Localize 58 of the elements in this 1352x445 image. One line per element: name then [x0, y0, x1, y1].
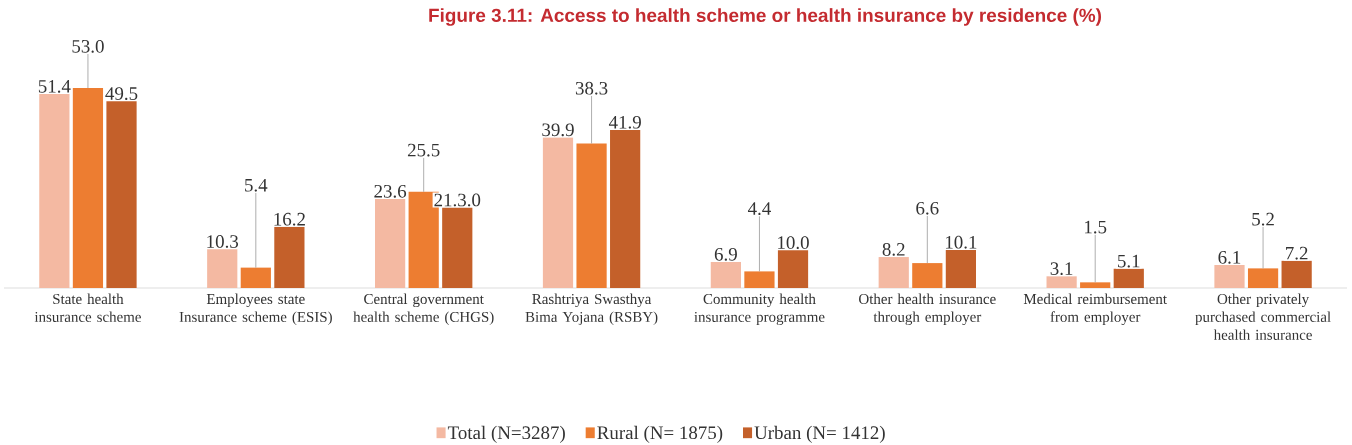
data-label: 51.4	[38, 80, 71, 93]
bar	[777, 250, 809, 288]
data-label: 6.1	[1218, 250, 1241, 264]
legend-label: Rural (N= 1875)	[597, 425, 723, 443]
data-label: 8.2	[882, 243, 905, 256]
bar	[1281, 260, 1312, 288]
data-label: 1.5	[1085, 220, 1107, 234]
bar	[576, 143, 607, 288]
bar	[912, 263, 943, 288]
data-label: 39.9	[542, 123, 574, 137]
bar	[945, 249, 976, 288]
bar	[744, 271, 775, 288]
x-tick-label: Employees state Insurance scheme (ESIS)	[179, 293, 332, 325]
data-label: 10.3	[207, 235, 239, 248]
bar	[1247, 268, 1279, 288]
data-label: 5.1	[1118, 254, 1140, 268]
chart-title: Figure 3.11: Access to health scheme or health insurance by residence (%)	[429, 8, 1101, 26]
bar	[274, 226, 305, 288]
data-label: 7.2	[1286, 246, 1308, 260]
data-label: 23.6	[374, 184, 407, 198]
legend-label: Urban (N= 1412)	[754, 425, 885, 443]
bar	[39, 94, 70, 288]
bar	[240, 267, 271, 288]
bar	[106, 101, 137, 288]
x-tick-label: Other privately purchased commercial health insurance	[1195, 293, 1331, 340]
data-label: 16.2	[274, 212, 305, 226]
bar	[375, 198, 406, 288]
bar	[878, 257, 909, 288]
bar	[1046, 276, 1077, 288]
x-tick-label: Other health insurance through employer	[859, 293, 996, 326]
data-label: 5.4	[245, 178, 268, 192]
data-label: 21.3.0	[434, 193, 481, 207]
data-label: 5.2	[1252, 212, 1274, 226]
data-label: 25.5	[407, 143, 440, 157]
data-label: 6.9	[714, 247, 737, 261]
data-label: 49.5	[105, 87, 138, 101]
bar	[1214, 264, 1245, 288]
bar	[542, 137, 574, 288]
x-tick-label: State health insurance scheme	[34, 293, 141, 322]
data-label: 53.0	[72, 39, 104, 53]
bar	[1113, 268, 1144, 288]
data-label: 3.1	[1050, 262, 1073, 276]
x-tick-label: Rashtriya Swasthya Bima Yojana (RSBY)	[525, 293, 658, 325]
bar	[710, 261, 741, 288]
bar	[72, 88, 104, 288]
data-label: 4.4	[747, 202, 771, 216]
data-label: 38.3	[575, 81, 608, 95]
data-label: 6.6	[916, 201, 939, 215]
legend-label: Total (N=3287)	[447, 425, 565, 443]
x-tick-label: Medical reimbursement from employer	[1023, 293, 1167, 326]
bar	[610, 129, 641, 288]
data-label: 41.9	[608, 115, 641, 129]
bar	[207, 249, 238, 288]
bar	[1080, 282, 1111, 288]
data-label: 10.1	[945, 235, 977, 249]
x-tick-label: Community health insurance programme	[694, 293, 825, 326]
data-label: 10.0	[778, 236, 809, 250]
x-tick-label: Central government health scheme (CHGS)	[353, 293, 494, 325]
